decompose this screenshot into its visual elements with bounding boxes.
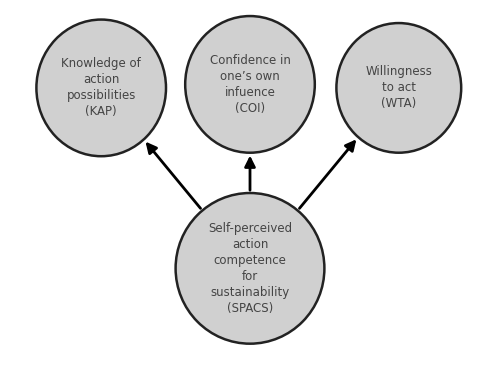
Ellipse shape [185, 16, 315, 153]
Ellipse shape [176, 193, 324, 344]
Ellipse shape [36, 20, 166, 156]
Text: Knowledge of
action
possibilities
(KAP): Knowledge of action possibilities (KAP) [62, 57, 141, 118]
Ellipse shape [336, 23, 461, 153]
Text: Confidence in
one’s own
infuence
(COI): Confidence in one’s own infuence (COI) [210, 54, 290, 115]
Text: Self-perceived
action
competence
for
sustainability
(SPACS): Self-perceived action competence for sus… [208, 222, 292, 315]
Text: Willingness
to act
(WTA): Willingness to act (WTA) [366, 65, 432, 110]
